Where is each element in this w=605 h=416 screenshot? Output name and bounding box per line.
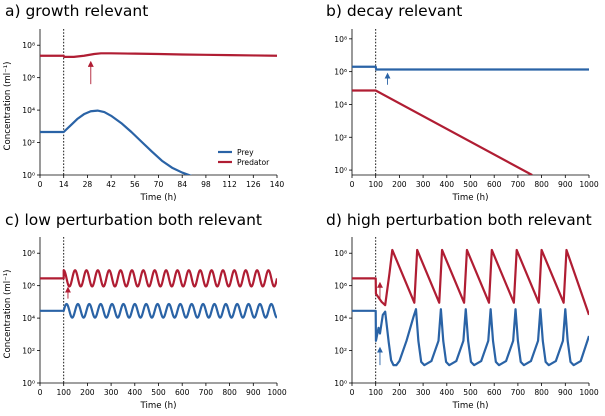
y-tick-label: 10⁰ — [22, 379, 35, 388]
y-tick-label: 10⁶ — [22, 74, 35, 83]
x-tick-label: 100 — [368, 388, 383, 397]
x-tick-label: 700 — [511, 388, 526, 397]
x-tick-label: 84 — [177, 180, 187, 189]
panel-c: c) low perturbation both relevant 0 100 200… — [3, 211, 287, 411]
series-line-predator — [352, 248, 589, 316]
legend-label: Prey — [237, 148, 254, 157]
y-tick-label: 10⁰ — [334, 379, 347, 388]
x-tick-label: 500 — [463, 388, 478, 397]
x-tick-label: 300 — [416, 180, 431, 189]
y-tick-label: 10⁸ — [22, 41, 35, 50]
x-tick-label: 300 — [416, 388, 431, 397]
panel-title: c) low perturbation both relevant — [5, 211, 262, 229]
panel-b: b) decay relevant 0 100 200 300 400 500 600 700 8… — [326, 2, 599, 203]
x-tick-label: 300 — [104, 388, 119, 397]
x-tick-label: 0 — [350, 180, 355, 189]
x-tick-label: 1000 — [267, 388, 286, 397]
x-tick-label: 112 — [222, 180, 237, 189]
x-tick-label: 126 — [246, 180, 261, 189]
x-tick-label: 100 — [368, 180, 383, 189]
y-tick-label: 10⁰ — [22, 171, 35, 180]
x-tick-label: 900 — [558, 388, 573, 397]
x-tick-label: 600 — [175, 388, 190, 397]
x-tick-label: 200 — [392, 180, 407, 189]
y-tick-label: 10⁰ — [334, 166, 347, 175]
series-line-prey — [40, 302, 277, 319]
panel-d: d) high perturbation both relevant 0 100 20… — [326, 211, 599, 411]
x-axis-label: Time (h) — [452, 193, 489, 203]
x-tick-label: 600 — [487, 388, 502, 397]
x-tick-label: 900 — [246, 388, 261, 397]
panel-title: d) high perturbation both relevant — [326, 211, 592, 229]
y-tick-label: 10⁸ — [334, 35, 347, 44]
x-tick-label: 200 — [392, 388, 407, 397]
x-tick-label: 140 — [270, 180, 285, 189]
x-axis-label: Time (h) — [452, 401, 489, 411]
x-tick-label: 500 — [151, 388, 166, 397]
x-tick-label: 56 — [130, 180, 140, 189]
x-tick-label: 0 — [350, 388, 355, 397]
panel-title: a) growth relevant — [5, 2, 148, 20]
x-tick-label: 98 — [201, 180, 211, 189]
x-tick-label: 42 — [106, 180, 116, 189]
y-tick-label: 10⁸ — [22, 249, 35, 258]
x-tick-label: 70 — [154, 180, 164, 189]
x-tick-label: 0 — [38, 180, 43, 189]
x-tick-label: 800 — [534, 180, 549, 189]
series-line-prey — [352, 308, 589, 367]
x-tick-label: 400 — [440, 388, 455, 397]
y-axis-label: Concentration (ml⁻¹) — [3, 270, 13, 359]
y-tick-label: 10⁶ — [334, 68, 347, 77]
panel-title: b) decay relevant — [326, 2, 462, 20]
x-tick-label: 900 — [558, 180, 573, 189]
y-tick-label: 10⁴ — [22, 106, 35, 115]
y-tick-label: 10⁸ — [334, 249, 347, 258]
y-tick-label: 10⁴ — [334, 314, 347, 323]
x-tick-label: 800 — [534, 388, 549, 397]
x-tick-label: 100 — [56, 388, 71, 397]
y-tick-label: 10⁴ — [334, 100, 347, 109]
x-tick-label: 400 — [128, 388, 143, 397]
x-tick-label: 200 — [80, 388, 95, 397]
x-axis-label: Time (h) — [140, 401, 177, 411]
y-tick-label: 10² — [22, 139, 35, 148]
y-tick-label: 10⁴ — [22, 314, 35, 323]
y-tick-label: 10⁶ — [334, 282, 347, 291]
x-tick-label: 0 — [38, 388, 43, 397]
x-tick-label: 1000 — [579, 388, 598, 397]
panel-a: a) growth relevant 0 14 28 42 56 70 84 98 112 126 1… — [3, 2, 284, 203]
x-tick-label: 600 — [487, 180, 502, 189]
y-tick-label: 10² — [22, 347, 35, 356]
x-tick-label: 14 — [59, 180, 69, 189]
legend-label: Predator — [237, 158, 270, 167]
x-tick-label: 1000 — [579, 180, 598, 189]
x-tick-label: 28 — [83, 180, 93, 189]
y-tick-label: 10² — [334, 347, 347, 356]
x-tick-label: 800 — [222, 388, 237, 397]
series-line-prey — [352, 65, 589, 71]
x-tick-label: 500 — [463, 180, 478, 189]
y-axis-label: Concentration (ml⁻¹) — [3, 62, 13, 151]
series-line-prey — [40, 109, 193, 175]
y-tick-label: 10² — [334, 133, 347, 142]
y-tick-label: 10⁶ — [22, 282, 35, 291]
series-line-predator — [352, 89, 533, 175]
series-line-predator — [40, 52, 277, 58]
x-axis-label: Time (h) — [140, 193, 177, 203]
x-tick-label: 400 — [440, 180, 455, 189]
x-tick-label: 700 — [199, 388, 214, 397]
series-line-predator — [40, 269, 277, 288]
x-tick-label: 700 — [511, 180, 526, 189]
